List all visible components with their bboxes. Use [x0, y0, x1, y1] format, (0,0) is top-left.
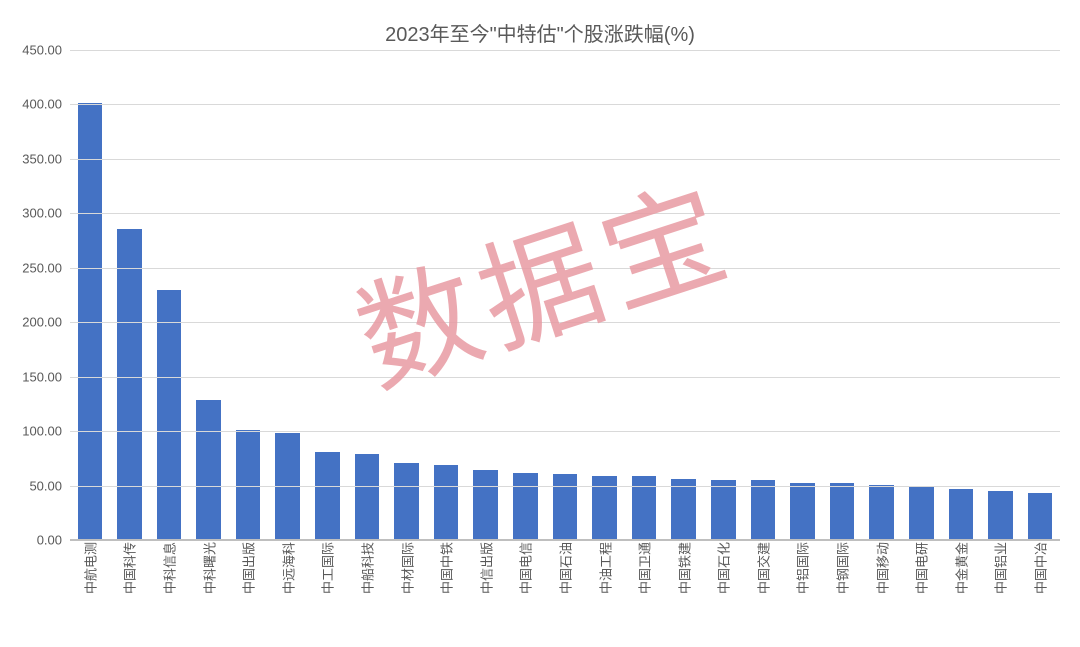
- bar: [157, 290, 182, 539]
- gridline: [70, 486, 1060, 487]
- x-tick-label: 中科信息: [159, 542, 178, 594]
- bar-slot: [901, 50, 941, 539]
- x-tick-label: 中国出版: [239, 542, 258, 594]
- gridline: [70, 377, 1060, 378]
- bar: [473, 470, 498, 539]
- bar: [711, 480, 736, 539]
- x-tick-label: 中钢国际: [833, 542, 852, 594]
- x-tick-label: 中信出版: [476, 542, 495, 594]
- x-tick-label: 中国铁建: [674, 542, 693, 594]
- y-tick-label: 250.00: [22, 260, 62, 275]
- x-tick-label: 中国电信: [516, 542, 535, 594]
- chart-title: 2023年至今"中特估"个股涨跌幅(%): [0, 18, 1080, 47]
- gridline: [70, 540, 1060, 541]
- bar-slot: [822, 50, 862, 539]
- y-tick-label: 0.00: [37, 533, 62, 548]
- x-tick-label: 中科曙光: [199, 542, 218, 594]
- bar-slot: [308, 50, 348, 539]
- bar-slot: [426, 50, 466, 539]
- x-tick-label: 中国电研: [912, 542, 931, 594]
- gridline: [70, 268, 1060, 269]
- bar-slot: [347, 50, 387, 539]
- gridline: [70, 213, 1060, 214]
- bar-slot: [981, 50, 1021, 539]
- y-tick-label: 100.00: [22, 424, 62, 439]
- bar: [117, 229, 142, 539]
- y-tick-label: 400.00: [22, 97, 62, 112]
- x-tick-label: 中国中冶: [1031, 542, 1050, 594]
- bar-slot: [704, 50, 744, 539]
- x-tick-label: 中国卫通: [635, 542, 654, 594]
- bar: [988, 491, 1013, 539]
- x-tick-label: 中金黄金: [951, 542, 970, 594]
- gridline: [70, 322, 1060, 323]
- y-tick-label: 200.00: [22, 315, 62, 330]
- y-tick-label: 50.00: [29, 478, 62, 493]
- x-tick-label: 中国石油: [555, 542, 574, 594]
- x-tick-label: 中工国际: [318, 542, 337, 594]
- bar: [434, 465, 459, 539]
- bar: [553, 474, 578, 539]
- bar-slot: [268, 50, 308, 539]
- bar: [790, 483, 815, 539]
- x-tick-label: 中国中铁: [437, 542, 456, 594]
- bar-slot: [664, 50, 704, 539]
- x-tick-label: 中国交建: [753, 542, 772, 594]
- bar: [1028, 493, 1053, 539]
- bar: [355, 454, 380, 539]
- bar: [513, 473, 538, 539]
- bar-slot: [70, 50, 110, 539]
- bar-slot: [585, 50, 625, 539]
- bar: [196, 400, 221, 539]
- bar-slot: [545, 50, 585, 539]
- bar: [909, 487, 934, 539]
- y-tick-label: 350.00: [22, 151, 62, 166]
- bar: [751, 480, 776, 539]
- bar: [315, 452, 340, 539]
- bar-slot: [506, 50, 546, 539]
- x-tick-label: 中航电测: [80, 542, 99, 594]
- bar: [394, 463, 419, 539]
- bar-slot: [941, 50, 981, 539]
- bar: [869, 485, 894, 539]
- bar-slot: [783, 50, 823, 539]
- bar-slot: [387, 50, 427, 539]
- x-tick-label: 中船科技: [357, 542, 376, 594]
- bar: [949, 489, 974, 539]
- bar-slot: [110, 50, 150, 539]
- bar: [830, 483, 855, 539]
- bar-slot: [624, 50, 664, 539]
- bar: [78, 103, 103, 539]
- y-tick-label: 300.00: [22, 206, 62, 221]
- gridline: [70, 431, 1060, 432]
- bar-chart: 2023年至今"中特估"个股涨跌幅(%) 0.0050.00100.00150.…: [0, 0, 1080, 647]
- x-tick-label: 中国铝业: [991, 542, 1010, 594]
- bar-slot: [228, 50, 268, 539]
- x-tick-label: 中铝国际: [793, 542, 812, 594]
- bars-group: [70, 50, 1060, 539]
- bar-slot: [149, 50, 189, 539]
- bar-slot: [1020, 50, 1060, 539]
- gridline: [70, 104, 1060, 105]
- x-tick-label: 中材国际: [397, 542, 416, 594]
- x-tick-label: 中油工程: [595, 542, 614, 594]
- y-tick-label: 450.00: [22, 43, 62, 58]
- y-tick-label: 150.00: [22, 369, 62, 384]
- bar-slot: [862, 50, 902, 539]
- bar-slot: [743, 50, 783, 539]
- bar-slot: [466, 50, 506, 539]
- gridline: [70, 159, 1060, 160]
- bar: [671, 479, 696, 539]
- x-tick-label: 中国移动: [872, 542, 891, 594]
- plot-area: 0.0050.00100.00150.00200.00250.00300.003…: [70, 50, 1060, 540]
- x-tick-label: 中远海科: [278, 542, 297, 594]
- x-tick-label: 中国科传: [120, 542, 139, 594]
- gridline: [70, 50, 1060, 51]
- x-tick-label: 中国石化: [714, 542, 733, 594]
- bar-slot: [189, 50, 229, 539]
